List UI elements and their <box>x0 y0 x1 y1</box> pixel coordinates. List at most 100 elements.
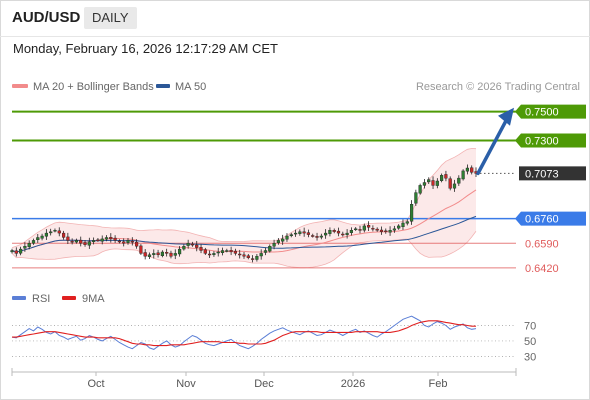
candle-body <box>427 179 431 183</box>
candle-body <box>371 227 375 230</box>
candle-body <box>414 192 418 204</box>
bollinger-band-fill <box>12 148 476 268</box>
rsi-line <box>11 315 477 350</box>
candle-body <box>341 233 345 236</box>
candle-body <box>173 253 177 256</box>
candle-body <box>435 180 439 186</box>
target-label-1: 0.7300 <box>525 136 559 148</box>
candle-body <box>431 180 435 186</box>
candle-body <box>100 238 104 242</box>
candle-body <box>225 250 229 252</box>
candle-body <box>263 250 268 253</box>
candle-body <box>401 222 405 227</box>
candle-body <box>109 236 113 240</box>
legend-swatch-ma20 <box>12 84 28 88</box>
candle-body <box>388 229 392 233</box>
candle-body <box>229 249 233 253</box>
candle-body <box>130 240 134 243</box>
candle-body <box>199 247 203 251</box>
rsi-panel: 70 50 30 <box>11 315 536 363</box>
last-price-label: 0.7073 <box>525 168 559 180</box>
source-credit: Research © 2026 Trading Central <box>416 81 580 93</box>
candle-body <box>452 183 457 189</box>
candle-body <box>113 237 117 241</box>
candle-body <box>49 231 53 234</box>
candle-body <box>117 240 121 243</box>
x-tick-label: 2026 <box>341 378 365 390</box>
candle-body <box>259 253 263 257</box>
candle-body <box>91 240 96 242</box>
candle-body <box>195 244 199 248</box>
legend-swatch-rsi <box>12 296 26 300</box>
candle-body <box>126 240 130 243</box>
candle-body <box>324 232 328 236</box>
candle-body <box>220 250 225 253</box>
candle-body <box>405 221 409 224</box>
bollinger-upper <box>11 148 477 248</box>
candle-body <box>203 249 207 254</box>
target-tag-1 <box>515 133 586 148</box>
candle-body <box>285 235 289 240</box>
candle-body <box>186 243 190 246</box>
candle-body <box>315 236 319 238</box>
candle-body <box>165 251 169 254</box>
chart-legend: MA 20 + Bollinger Bands MA 50 Research ©… <box>12 81 580 93</box>
candle-body <box>14 250 18 254</box>
candle-body <box>10 250 14 253</box>
candle-body <box>207 253 212 256</box>
candle-body <box>328 229 332 234</box>
target-label-0: 0.7500 <box>525 107 559 119</box>
candle-body <box>440 175 444 182</box>
x-axis: Oct Nov Dec 2026 Feb <box>11 368 517 390</box>
legend-ma50-label: MA 50 <box>175 81 206 93</box>
candle-body <box>345 232 349 236</box>
candle-body <box>384 230 388 233</box>
candle-body <box>410 203 414 222</box>
candle-body <box>104 237 109 240</box>
candle-body <box>53 229 57 232</box>
candle-body <box>31 240 36 244</box>
candle-body <box>349 229 353 233</box>
candle-body <box>375 228 379 231</box>
candle-body <box>319 235 323 238</box>
candle-body <box>212 253 216 255</box>
candle-body <box>66 236 70 241</box>
candles <box>10 164 478 263</box>
candle-body <box>354 228 358 231</box>
candle-body <box>367 225 371 228</box>
timeframe-badge[interactable]: DAILY <box>84 7 137 29</box>
candle-body <box>57 230 61 234</box>
candle-body <box>74 240 78 243</box>
support-label-4: 0.6590 <box>525 238 559 250</box>
legend-ma20-label: MA 20 + Bollinger Bands <box>33 81 154 93</box>
candle-body <box>332 229 336 232</box>
candle-body <box>147 254 152 258</box>
symbol-title: AUD/USD <box>12 9 81 26</box>
price-levels <box>12 110 516 269</box>
candle-body <box>444 174 448 179</box>
candle-body <box>27 243 31 248</box>
candle-body <box>379 229 384 232</box>
candle-body <box>177 248 182 255</box>
candle-body <box>294 232 298 235</box>
candle-body <box>160 251 164 256</box>
candle-body <box>169 252 173 257</box>
candle-body <box>152 253 156 255</box>
candle-body <box>298 231 302 234</box>
candle-body <box>461 170 465 180</box>
candle-body <box>23 245 27 249</box>
candle-body <box>358 229 362 231</box>
candle-body <box>96 239 100 242</box>
candle-body <box>62 232 66 238</box>
target-tag-0 <box>515 104 586 119</box>
candle-body <box>87 241 91 246</box>
candle-body <box>397 225 401 229</box>
candle-body <box>156 252 160 256</box>
candle-body <box>233 250 237 254</box>
header-divider <box>0 36 590 37</box>
rsi-9ma-line <box>12 320 476 347</box>
rsi-legend: RSI 9MA <box>12 293 105 305</box>
candle-body <box>336 230 341 234</box>
candle-body <box>19 248 23 254</box>
candle-body <box>216 251 220 254</box>
